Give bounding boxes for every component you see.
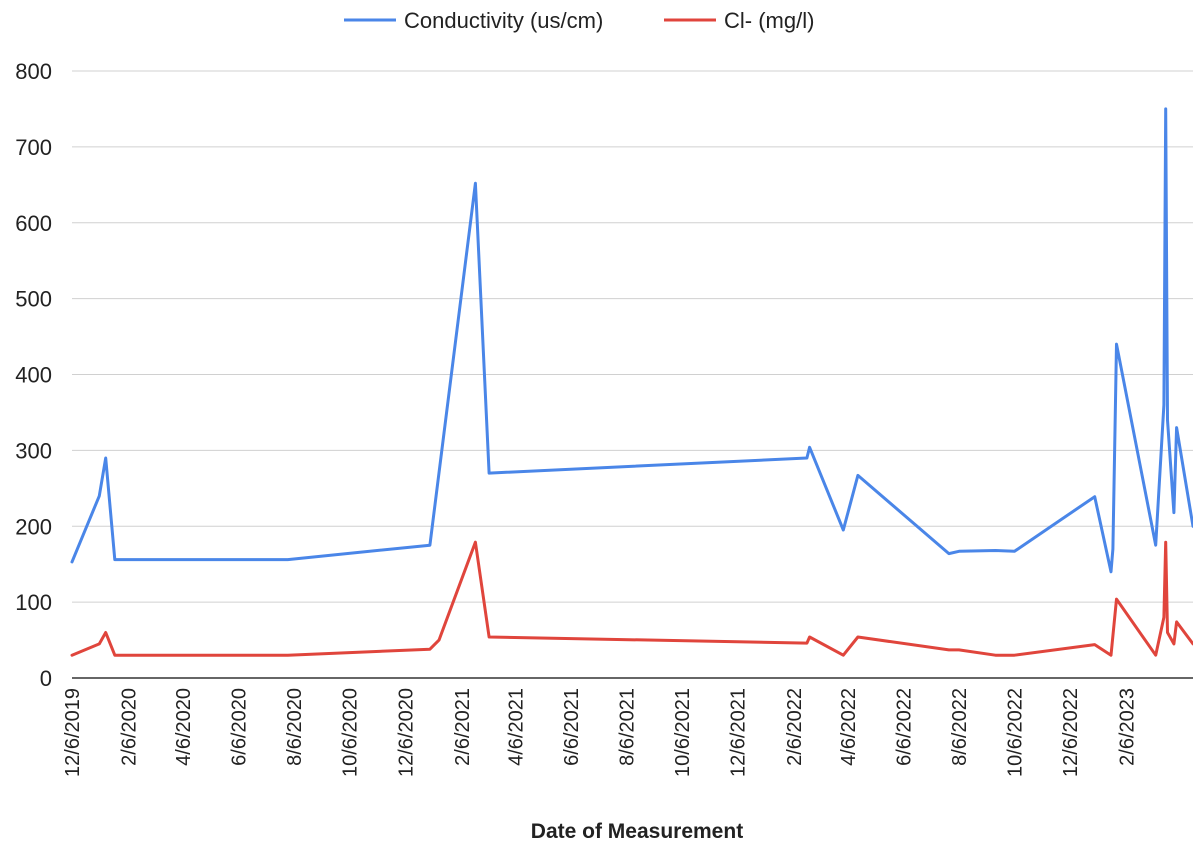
x-tick-label: 12/6/2022 [1060, 688, 1082, 777]
legend-label-conductivity: Conductivity (us/cm) [404, 8, 603, 33]
x-tick-label: 8/6/2020 [284, 688, 306, 766]
series-line-conductivity [70, 107, 1193, 574]
y-tick-label: 500 [15, 287, 52, 312]
y-tick-label: 800 [15, 59, 52, 84]
x-tick-label: 8/6/2021 [617, 688, 639, 766]
y-axis-tick-labels: 0 100 200 300 400 500 600 700 800 [15, 59, 52, 691]
y-tick-label: 600 [15, 211, 52, 236]
y-tick-label: 700 [15, 135, 52, 160]
legend-label-chloride: Cl- (mg/l) [724, 8, 814, 33]
y-tick-label: 300 [15, 438, 52, 463]
x-tick-label: 2/6/2021 [452, 688, 474, 766]
y-tick-label: 400 [15, 363, 52, 388]
y-tick-label: 200 [15, 514, 52, 539]
x-tick-label: 10/6/2022 [1005, 688, 1027, 777]
x-tick-label: 4/6/2020 [173, 688, 195, 766]
x-tick-label: 2/6/2020 [118, 688, 140, 766]
series-line-chloride [70, 540, 1193, 657]
x-tick-label: 8/6/2022 [949, 688, 971, 766]
x-tick-label: 12/6/2020 [395, 688, 417, 777]
y-tick-label: 0 [40, 666, 52, 691]
x-axis-tick-labels: 12/6/2019 2/6/2020 4/6/2020 6/6/2020 8/6/202… [62, 688, 1139, 777]
x-tick-label: 12/6/2019 [62, 688, 84, 777]
x-tick-label: 10/6/2021 [672, 688, 694, 777]
x-tick-label: 12/6/2021 [728, 688, 750, 777]
x-tick-label: 2/6/2022 [784, 688, 806, 766]
x-axis-title: Date of Measurement [531, 820, 743, 842]
series-lines [70, 107, 1193, 657]
gridlines [72, 70, 1193, 603]
y-tick-label: 100 [15, 590, 52, 615]
x-tick-label: 6/6/2022 [893, 688, 915, 766]
legend: Conductivity (us/cm) Cl- (mg/l) [344, 8, 814, 33]
x-tick-label: 4/6/2022 [838, 688, 860, 766]
x-tick-label: 2/6/2023 [1117, 688, 1139, 766]
x-tick-label: 6/6/2020 [229, 688, 251, 766]
x-tick-label: 10/6/2020 [340, 688, 362, 777]
x-tick-label: 4/6/2021 [505, 688, 527, 766]
x-tick-label: 6/6/2021 [561, 688, 583, 766]
